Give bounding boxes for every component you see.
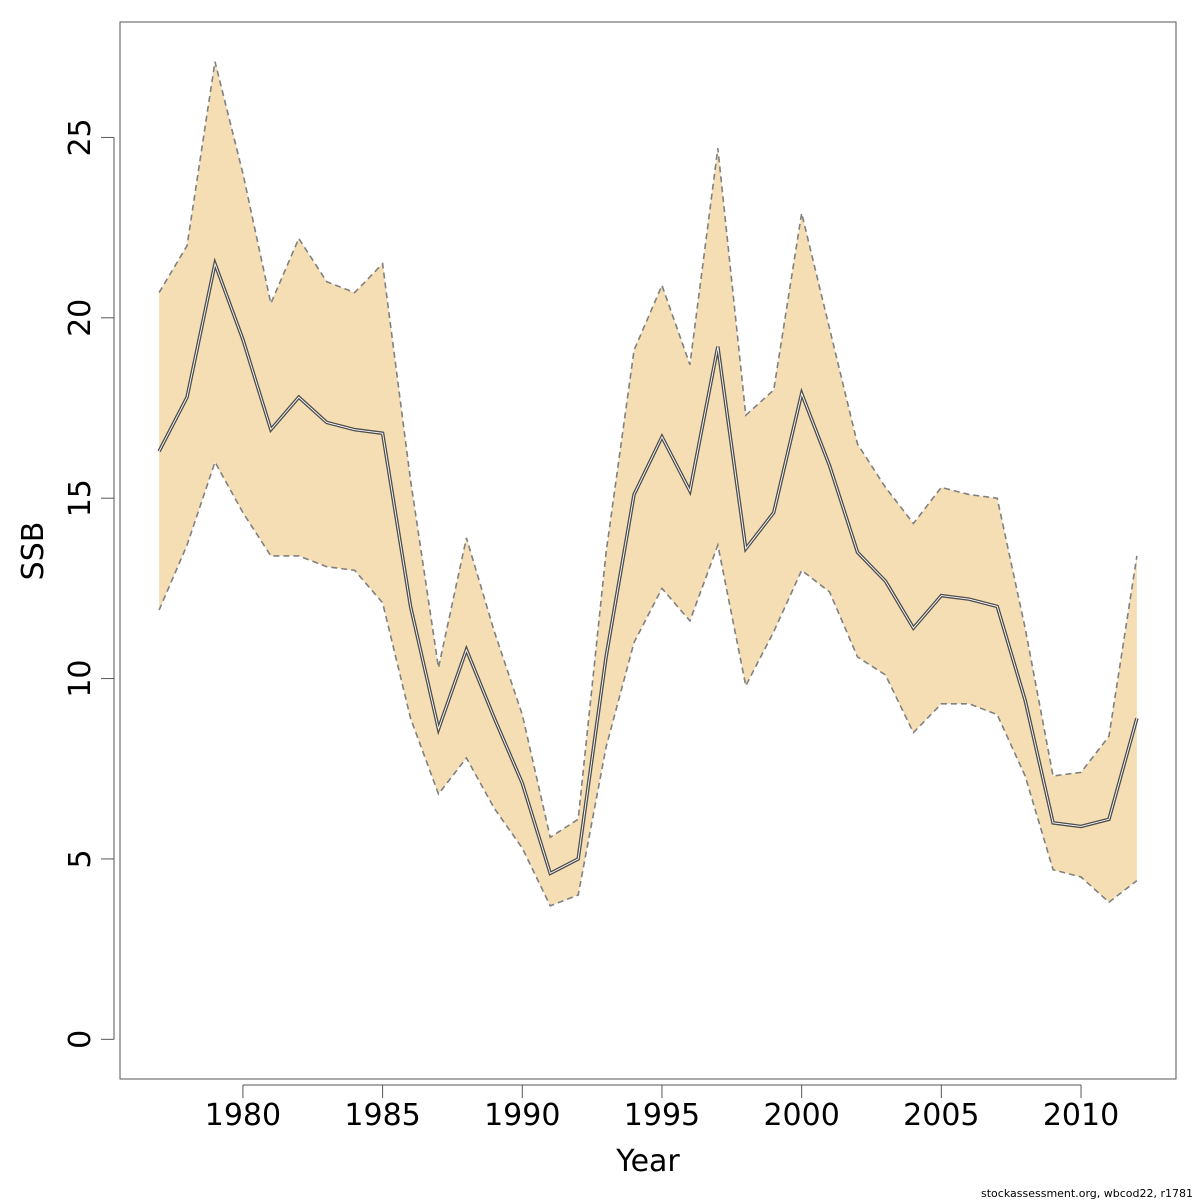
x-tick-label: 1985 xyxy=(344,1098,420,1133)
y-axis-title: SSB xyxy=(16,522,51,581)
plot-frame xyxy=(119,21,1177,1080)
x-tick-label: 2010 xyxy=(1043,1098,1119,1133)
y-tick-label: 25 xyxy=(63,118,98,156)
y-tick-label: 10 xyxy=(63,659,98,697)
ssb-estimate-line-core xyxy=(158,262,1138,875)
x-axis: 1980 1985 1990 1995 2000 2005 2010 xyxy=(205,1084,1119,1133)
estimate-line-layer xyxy=(157,257,1139,876)
x-tick-label: 2000 xyxy=(763,1098,839,1133)
y-tick-label: 0 xyxy=(63,1030,98,1049)
x-tick-label: 1995 xyxy=(624,1098,700,1133)
upper-bound-line xyxy=(158,61,1138,839)
y-tick-label: 5 xyxy=(63,849,98,868)
y-tick-label: 20 xyxy=(63,299,98,337)
x-tick-label: 1990 xyxy=(484,1098,560,1133)
confidence-band-layer xyxy=(158,61,1138,907)
x-axis-title: Year xyxy=(615,1144,680,1179)
x-tick-label: 1980 xyxy=(205,1098,281,1133)
x-tick-label: 2005 xyxy=(903,1098,979,1133)
y-axis: 0 5 10 15 20 25 xyxy=(63,118,115,1049)
confidence-band xyxy=(159,61,1137,906)
y-tick-label: 15 xyxy=(63,479,98,517)
footnote: stockassessment.org, wbcod22, r1781 xyxy=(981,1187,1193,1200)
lower-bound-line xyxy=(158,460,1138,907)
